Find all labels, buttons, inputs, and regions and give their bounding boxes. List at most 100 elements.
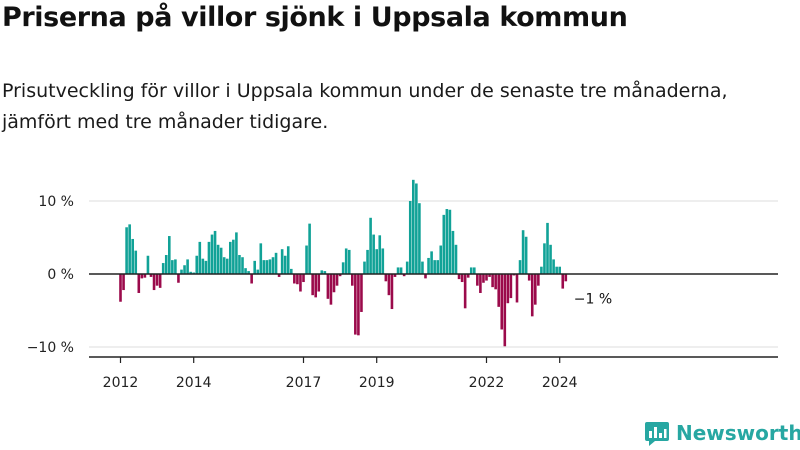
bar-chart-speech-bubble-icon xyxy=(645,422,669,446)
bar xyxy=(546,222,549,274)
bar xyxy=(460,274,464,283)
bar xyxy=(134,250,138,274)
bar xyxy=(152,274,156,291)
bar xyxy=(534,274,537,305)
y-tick-label: 10 % xyxy=(38,194,74,210)
bar xyxy=(198,241,202,274)
bar xyxy=(482,274,485,283)
bar xyxy=(387,274,391,296)
bar xyxy=(320,270,324,274)
bar xyxy=(549,244,552,274)
bar xyxy=(396,267,400,274)
bar xyxy=(427,257,430,274)
x-tick-label: 2019 xyxy=(359,375,395,391)
y-tick-label: −10 % xyxy=(27,340,74,356)
bar xyxy=(524,236,528,274)
bar xyxy=(378,235,382,274)
x-tick-label: 2012 xyxy=(103,375,139,391)
bar xyxy=(558,266,561,274)
bar xyxy=(247,271,250,274)
bar xyxy=(164,255,168,274)
bar xyxy=(451,230,455,274)
bar xyxy=(149,274,153,277)
chart-subtitle: Prisutveckling för villor i Uppsala komm… xyxy=(2,80,728,133)
bar xyxy=(445,209,449,274)
bar xyxy=(311,274,314,296)
bar xyxy=(540,266,543,274)
bar xyxy=(497,274,500,307)
bar xyxy=(390,274,394,310)
bar xyxy=(274,252,278,274)
bar xyxy=(518,260,522,274)
logo-text: Newsworthy xyxy=(676,421,800,445)
bar xyxy=(415,183,418,274)
bar xyxy=(299,274,302,292)
x-tick-label: 2024 xyxy=(542,375,578,391)
x-tick-label: 2014 xyxy=(176,375,212,391)
bar xyxy=(158,274,162,288)
bar xyxy=(290,268,293,274)
bar-layer xyxy=(119,179,568,347)
bar xyxy=(354,274,357,335)
bar xyxy=(265,260,269,274)
bar xyxy=(155,274,159,286)
bar xyxy=(503,274,507,347)
bar xyxy=(537,274,540,286)
bar xyxy=(308,223,311,274)
bar xyxy=(436,260,439,274)
bar xyxy=(366,249,369,274)
bar xyxy=(131,238,134,274)
bar xyxy=(238,255,241,274)
bar xyxy=(418,203,421,274)
bar xyxy=(171,260,174,274)
bar xyxy=(283,255,287,274)
bar xyxy=(225,258,229,274)
bar xyxy=(448,209,452,274)
bar xyxy=(393,274,397,277)
bar xyxy=(216,244,220,274)
x-tick-label: 2017 xyxy=(286,375,322,391)
bar xyxy=(509,274,513,299)
bar xyxy=(259,243,263,274)
bar xyxy=(128,224,131,274)
bar xyxy=(433,260,436,274)
bar xyxy=(494,274,497,290)
bar xyxy=(408,201,412,274)
bar xyxy=(177,274,180,283)
bar xyxy=(521,230,525,274)
bar xyxy=(347,249,351,274)
bar xyxy=(262,260,266,274)
bar xyxy=(421,261,424,274)
bar xyxy=(543,243,546,274)
bar xyxy=(140,274,144,279)
bar xyxy=(375,249,378,274)
bar xyxy=(332,274,336,293)
bar xyxy=(183,265,186,274)
bar xyxy=(137,274,141,293)
x-tick-label: 2022 xyxy=(469,375,505,391)
bar xyxy=(485,274,488,281)
bar xyxy=(314,274,317,298)
bar xyxy=(469,267,473,274)
bar xyxy=(229,241,232,274)
last-value-label: −1 % xyxy=(574,291,612,307)
bar xyxy=(180,269,183,274)
bar xyxy=(122,274,125,291)
bar xyxy=(213,230,217,274)
bar xyxy=(293,274,296,284)
bar xyxy=(369,217,372,274)
bar xyxy=(402,274,406,277)
bar xyxy=(241,257,244,274)
grid-layer xyxy=(89,200,778,348)
bar xyxy=(463,274,467,309)
bar xyxy=(344,248,348,274)
bar xyxy=(189,271,192,274)
bar xyxy=(555,266,558,274)
newsworthy-logo: Newsworthy xyxy=(644,419,800,447)
bar xyxy=(500,274,504,330)
bar xyxy=(473,267,476,274)
bar xyxy=(168,236,171,274)
bar xyxy=(564,274,568,282)
bar xyxy=(381,248,385,274)
bar xyxy=(125,227,128,274)
